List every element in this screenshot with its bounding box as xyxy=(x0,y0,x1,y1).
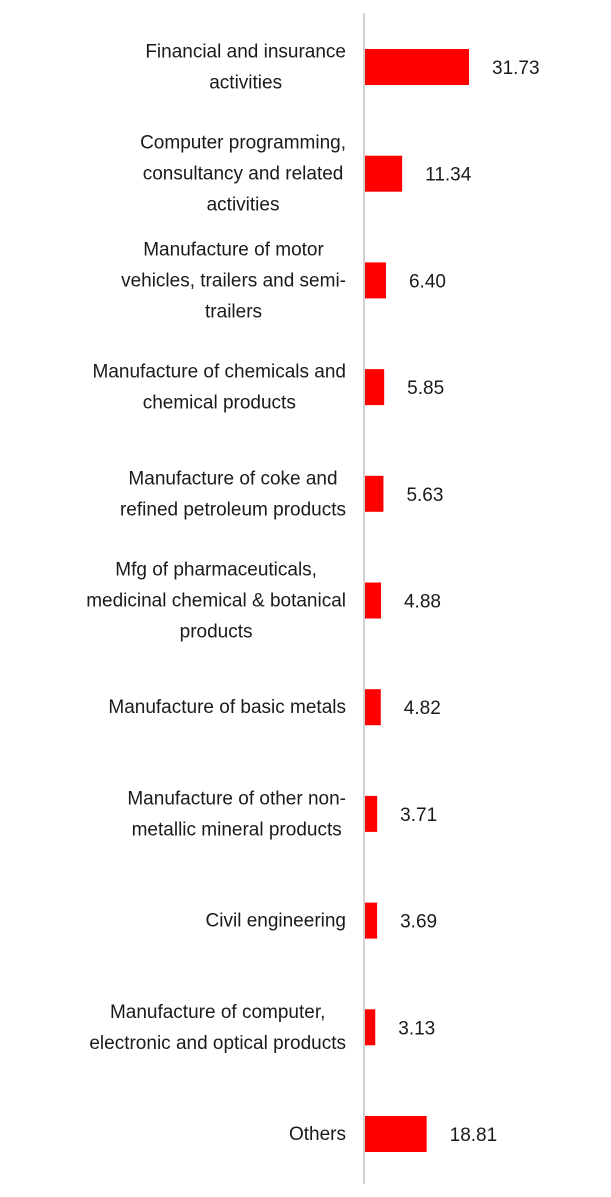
category-label-line: vehicles, trailers and semi- xyxy=(121,270,346,291)
category-label-line: Manufacture of basic metals xyxy=(108,697,346,718)
value-label: 4.82 xyxy=(404,698,441,719)
category-label: Others xyxy=(289,1124,346,1145)
category-labels: Financial and insurance activitiesCompute… xyxy=(86,42,346,1146)
bar xyxy=(365,582,381,619)
category-label: Manufacture of basic metals xyxy=(108,697,346,718)
category-label-line: activities xyxy=(209,73,282,94)
category-label-line: metallic mineral products xyxy=(132,819,342,840)
category-label-line: Manufacture of computer, xyxy=(110,1002,325,1023)
category-label: Manufacture of motor vehicles, trailers a… xyxy=(121,239,346,322)
value-label: 5.85 xyxy=(407,378,444,399)
bars-group xyxy=(365,49,469,1152)
category-label-line: Manufacture of motor xyxy=(143,239,324,260)
bar xyxy=(365,369,385,406)
bar xyxy=(365,1009,376,1046)
category-label-line: trailers xyxy=(205,301,262,322)
value-label: 18.81 xyxy=(450,1125,498,1146)
category-label-line: activities xyxy=(207,195,280,216)
category-label-line: refined petroleum products xyxy=(120,499,346,520)
value-label: 4.88 xyxy=(404,592,441,613)
category-label: Mfg of pharmaceuticals, medicinal chemica… xyxy=(86,560,346,643)
bar xyxy=(365,49,469,85)
category-label-line: Manufacture of coke and xyxy=(128,468,337,489)
bar xyxy=(365,475,384,512)
category-label-line: Financial and insurance xyxy=(145,42,346,63)
category-label-line: products xyxy=(180,622,253,643)
category-label: Financial and insurance activities xyxy=(145,42,346,94)
category-label-line: electronic and optical products xyxy=(89,1033,346,1054)
category-label-line: Civil engineering xyxy=(206,911,346,932)
category-label: Civil engineering xyxy=(206,911,346,932)
category-label: Computer programming, consultancy and rel… xyxy=(140,133,346,216)
value-labels: 31.73 11.34 6.40 5.85 5.63 4.88 4.82 3.71 3.69 3.… xyxy=(398,58,539,1146)
bar xyxy=(365,689,381,726)
category-label-line: Computer programming, xyxy=(140,133,346,154)
value-label: 6.40 xyxy=(409,271,446,292)
category-label-line: Others xyxy=(289,1124,346,1145)
value-label: 3.13 xyxy=(398,1018,435,1039)
value-label: 3.71 xyxy=(400,805,437,826)
bar xyxy=(365,262,386,299)
category-label-line: medicinal chemical & botanical xyxy=(86,591,346,612)
value-label: 11.34 xyxy=(425,165,472,186)
category-label-line: Manufacture of chemicals and xyxy=(93,362,346,383)
bar xyxy=(365,795,378,832)
bar xyxy=(365,1116,427,1152)
value-label: 3.69 xyxy=(400,912,437,933)
value-label: 31.73 xyxy=(492,58,540,79)
category-label: Manufacture of coke and refined petroleum… xyxy=(120,468,346,520)
bar xyxy=(365,155,403,192)
value-label: 5.63 xyxy=(406,485,443,506)
category-label: Manufacture of other non-metallic minera… xyxy=(127,788,346,840)
category-label: Manufacture of computer, electronic and o… xyxy=(89,1002,346,1054)
category-label-line: Manufacture of other non- xyxy=(127,788,346,809)
category-label-line: consultancy and related xyxy=(143,164,344,185)
category-label-line: chemical products xyxy=(143,393,296,414)
category-label-line: Mfg of pharmaceuticals, xyxy=(115,560,317,581)
category-label: Manufacture of chemicals and chemical pro… xyxy=(93,362,346,414)
bar xyxy=(365,902,378,939)
